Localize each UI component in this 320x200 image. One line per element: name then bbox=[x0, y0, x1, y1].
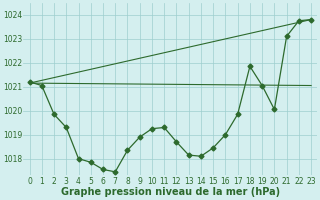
X-axis label: Graphe pression niveau de la mer (hPa): Graphe pression niveau de la mer (hPa) bbox=[61, 187, 280, 197]
